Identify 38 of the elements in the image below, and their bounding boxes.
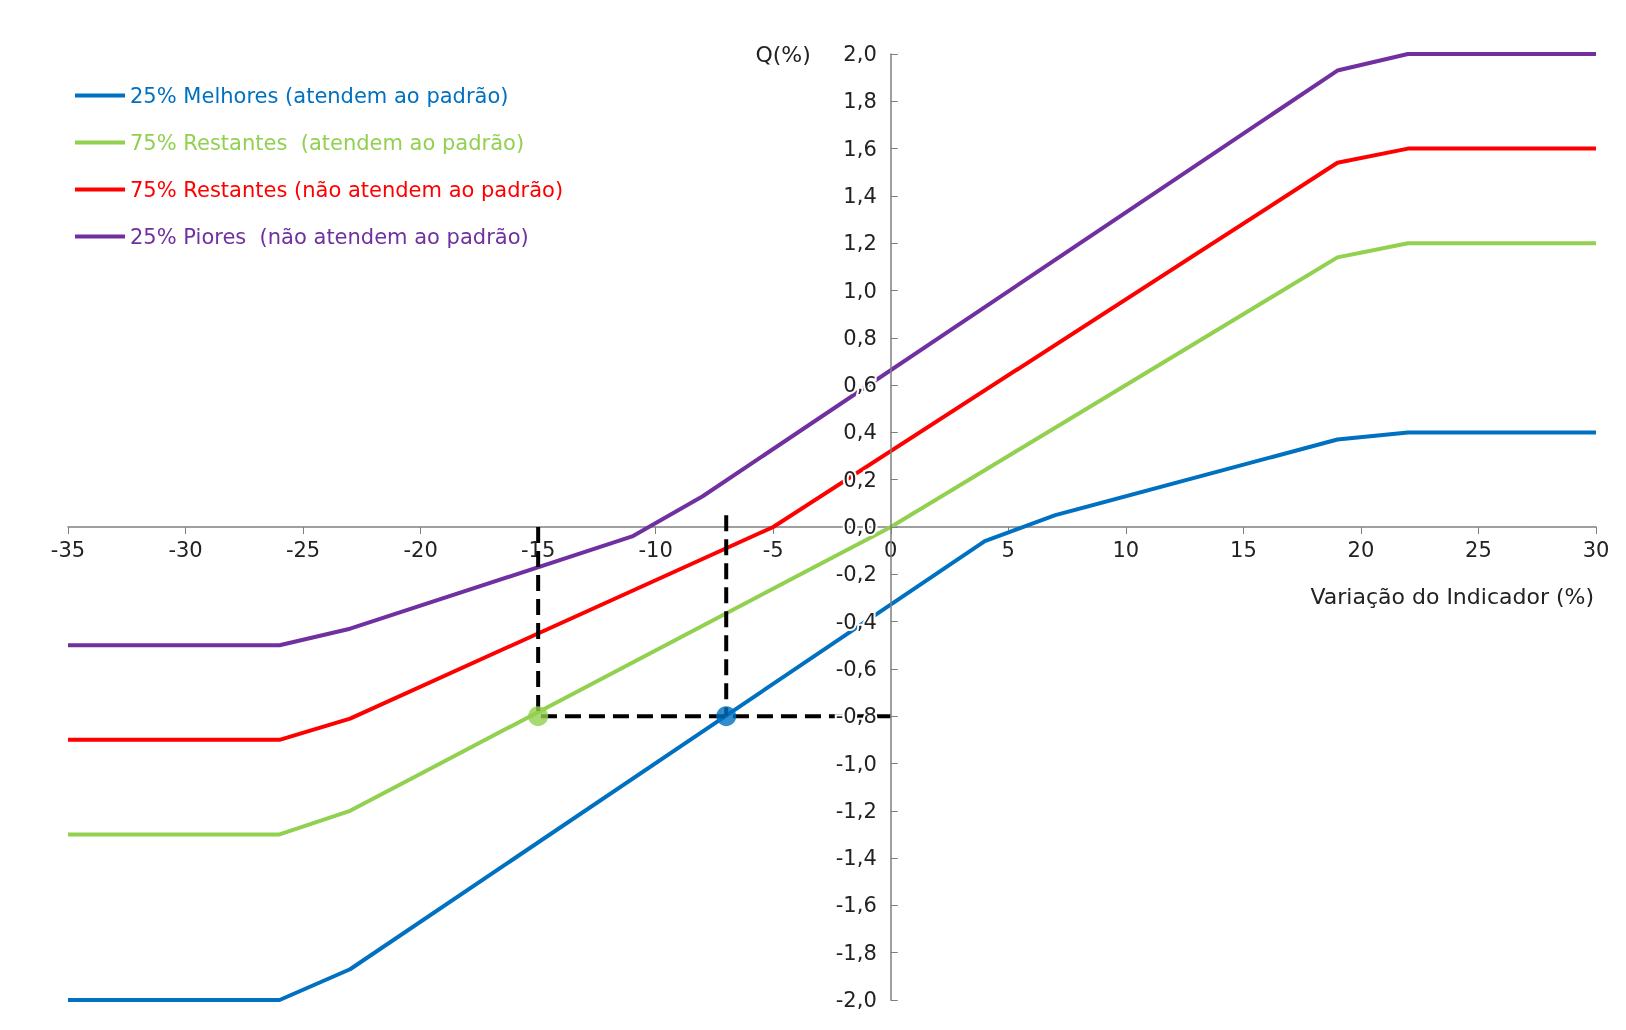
x-tick-label: -5: [762, 537, 784, 562]
y-tick-label: -2,0: [835, 988, 877, 1012]
x-tick-label: -35: [50, 537, 86, 562]
y-tick-label: -1,0: [835, 751, 877, 776]
y-tick-label: 0,2: [843, 467, 877, 492]
y-tick-label: -0,2: [835, 562, 877, 587]
y-tick-label: -1,6: [835, 893, 877, 918]
x-tick-label: 0: [884, 537, 898, 562]
x-tick-label: 25: [1465, 537, 1492, 562]
y-tick-label: 1,2: [843, 231, 877, 256]
legend-label: 25% Piores (não atendem ao padrão): [130, 224, 529, 249]
y-axis-title: Q(%): [755, 41, 811, 67]
x-tick-label: 10: [1112, 537, 1140, 562]
x-tick-label: -20: [403, 537, 438, 562]
legend-label: 75% Restantes (atendem ao padrão): [130, 130, 525, 155]
x-axis-title: Variação do Indicador (%): [1310, 583, 1594, 609]
y-tick-label: -1,8: [835, 940, 877, 965]
x-tick-label: 15: [1230, 537, 1257, 562]
x-tick-label: 20: [1347, 537, 1375, 562]
y-tick-label: 0,4: [843, 420, 877, 445]
x-tick-label: -25: [285, 537, 321, 562]
legend-label: 25% Melhores (atendem ao padrão): [130, 83, 509, 108]
y-tick-label: 1,4: [843, 183, 877, 208]
x-tick-label: -10: [638, 537, 673, 562]
y-tick-label: -1,2: [835, 798, 877, 823]
y-tick-label: -1,4: [835, 846, 877, 871]
y-tick-label: 2,0: [843, 42, 877, 66]
x-tick-label: -30: [168, 537, 203, 562]
legend-label: 75% Restantes (não atendem ao padrão): [130, 177, 564, 202]
y-tick-label: -0,6: [835, 656, 877, 681]
y-tick-label: 0,8: [843, 325, 877, 350]
y-tick-label: 1,8: [843, 89, 877, 114]
y-tick-label: 0,0: [843, 515, 877, 539]
x-tick-label: 5: [1001, 537, 1015, 562]
x-tick-label: -15: [521, 537, 556, 562]
y-tick-label: 1,6: [843, 136, 877, 161]
x-tick-label: 30: [1582, 537, 1610, 562]
y-tick-label: 1,0: [843, 278, 877, 303]
